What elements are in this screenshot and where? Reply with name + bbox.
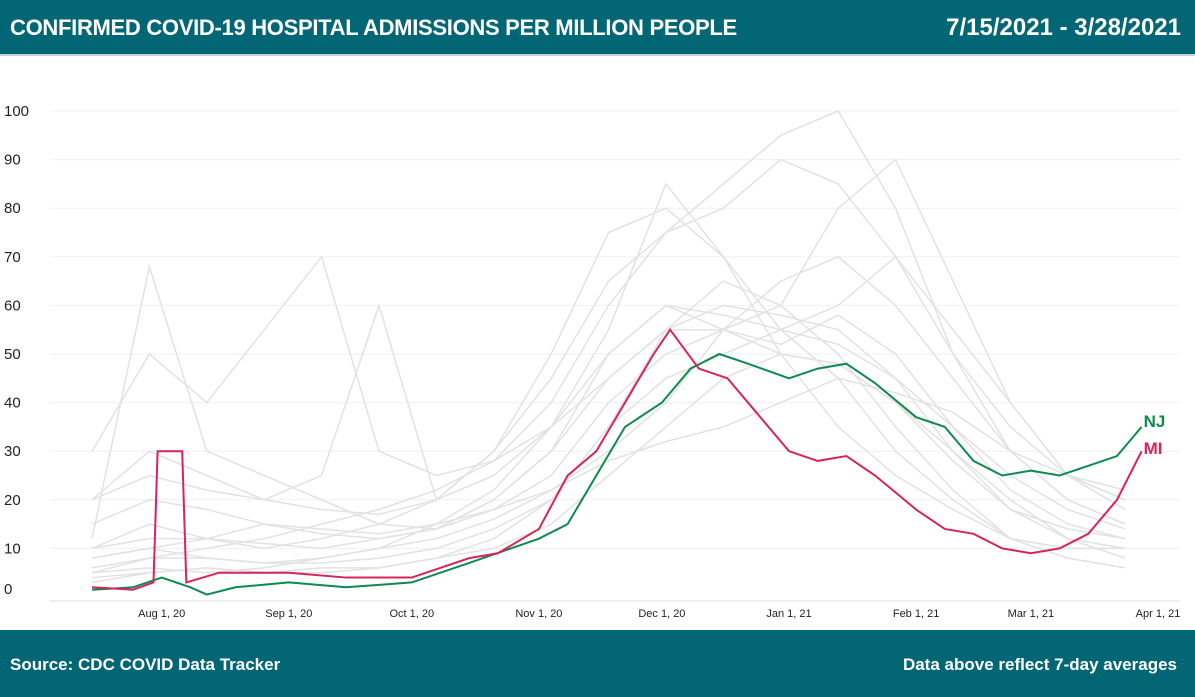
y-tick-label: 80 [4,200,21,217]
averages-note: Data above reflect 7-day averages [902,655,1177,674]
state-line-gray [91,158,1126,502]
x-tick-label: Feb 1, 21 [893,608,939,620]
source-text: Source: CDC COVID Data Tracker [10,655,281,674]
y-tick-label: 100 [4,103,29,120]
state-line-gray [91,304,1126,564]
x-tick-label: Oct 1, 20 [389,608,434,620]
state-line-gray [91,377,1126,559]
chart-title: CONFIRMED COVID-19 HOSPITAL ADMISSIONS P… [10,15,737,40]
state-line-gray [91,158,1126,539]
x-tick-label: Dec 1, 20 [638,608,685,620]
y-tick-label: 30 [4,443,21,460]
y-tick-label: 0 [4,581,12,598]
state-line-mi [91,327,1143,591]
y-tick-label: 20 [4,492,21,509]
y-tick-label: 60 [4,297,21,314]
y-tick-label: 50 [4,346,21,363]
y-tick-label: 70 [4,249,21,266]
state-label-mi: MI [1144,439,1163,458]
x-tick-label: Mar 1, 21 [1008,608,1054,620]
line-chart: 0 10 20 30 40 50 60 70 80 90 100 Aug 1, 20 Sep 1, 20… [4,103,1181,620]
x-tick-label: Aug 1, 20 [138,608,185,620]
state-line-gray [91,255,1126,574]
state-line-nj [91,352,1143,596]
state-line-gray [91,182,1126,550]
y-tick-label: 90 [4,152,21,169]
footer-bar: Source: CDC COVID Data Tracker Data abov… [0,630,1195,697]
state-line-gray [91,207,1126,550]
y-tick-label: 10 [4,540,21,557]
x-tick-label: Nov 1, 20 [515,608,562,620]
state-label-nj: NJ [1144,412,1166,431]
y-tick-label: 40 [4,395,21,412]
x-tick-label: Sep 1, 20 [265,608,312,620]
date-range: 7/15/2021 - 3/28/2021 [946,14,1181,41]
x-tick-label: Jan 1, 21 [766,608,811,620]
header-bar: CONFIRMED COVID-19 HOSPITAL ADMISSIONS P… [0,0,1195,56]
state-line-gray [91,255,1126,569]
state-line-gray [91,110,1126,574]
x-tick-label: Apr 1, 21 [1136,608,1181,620]
